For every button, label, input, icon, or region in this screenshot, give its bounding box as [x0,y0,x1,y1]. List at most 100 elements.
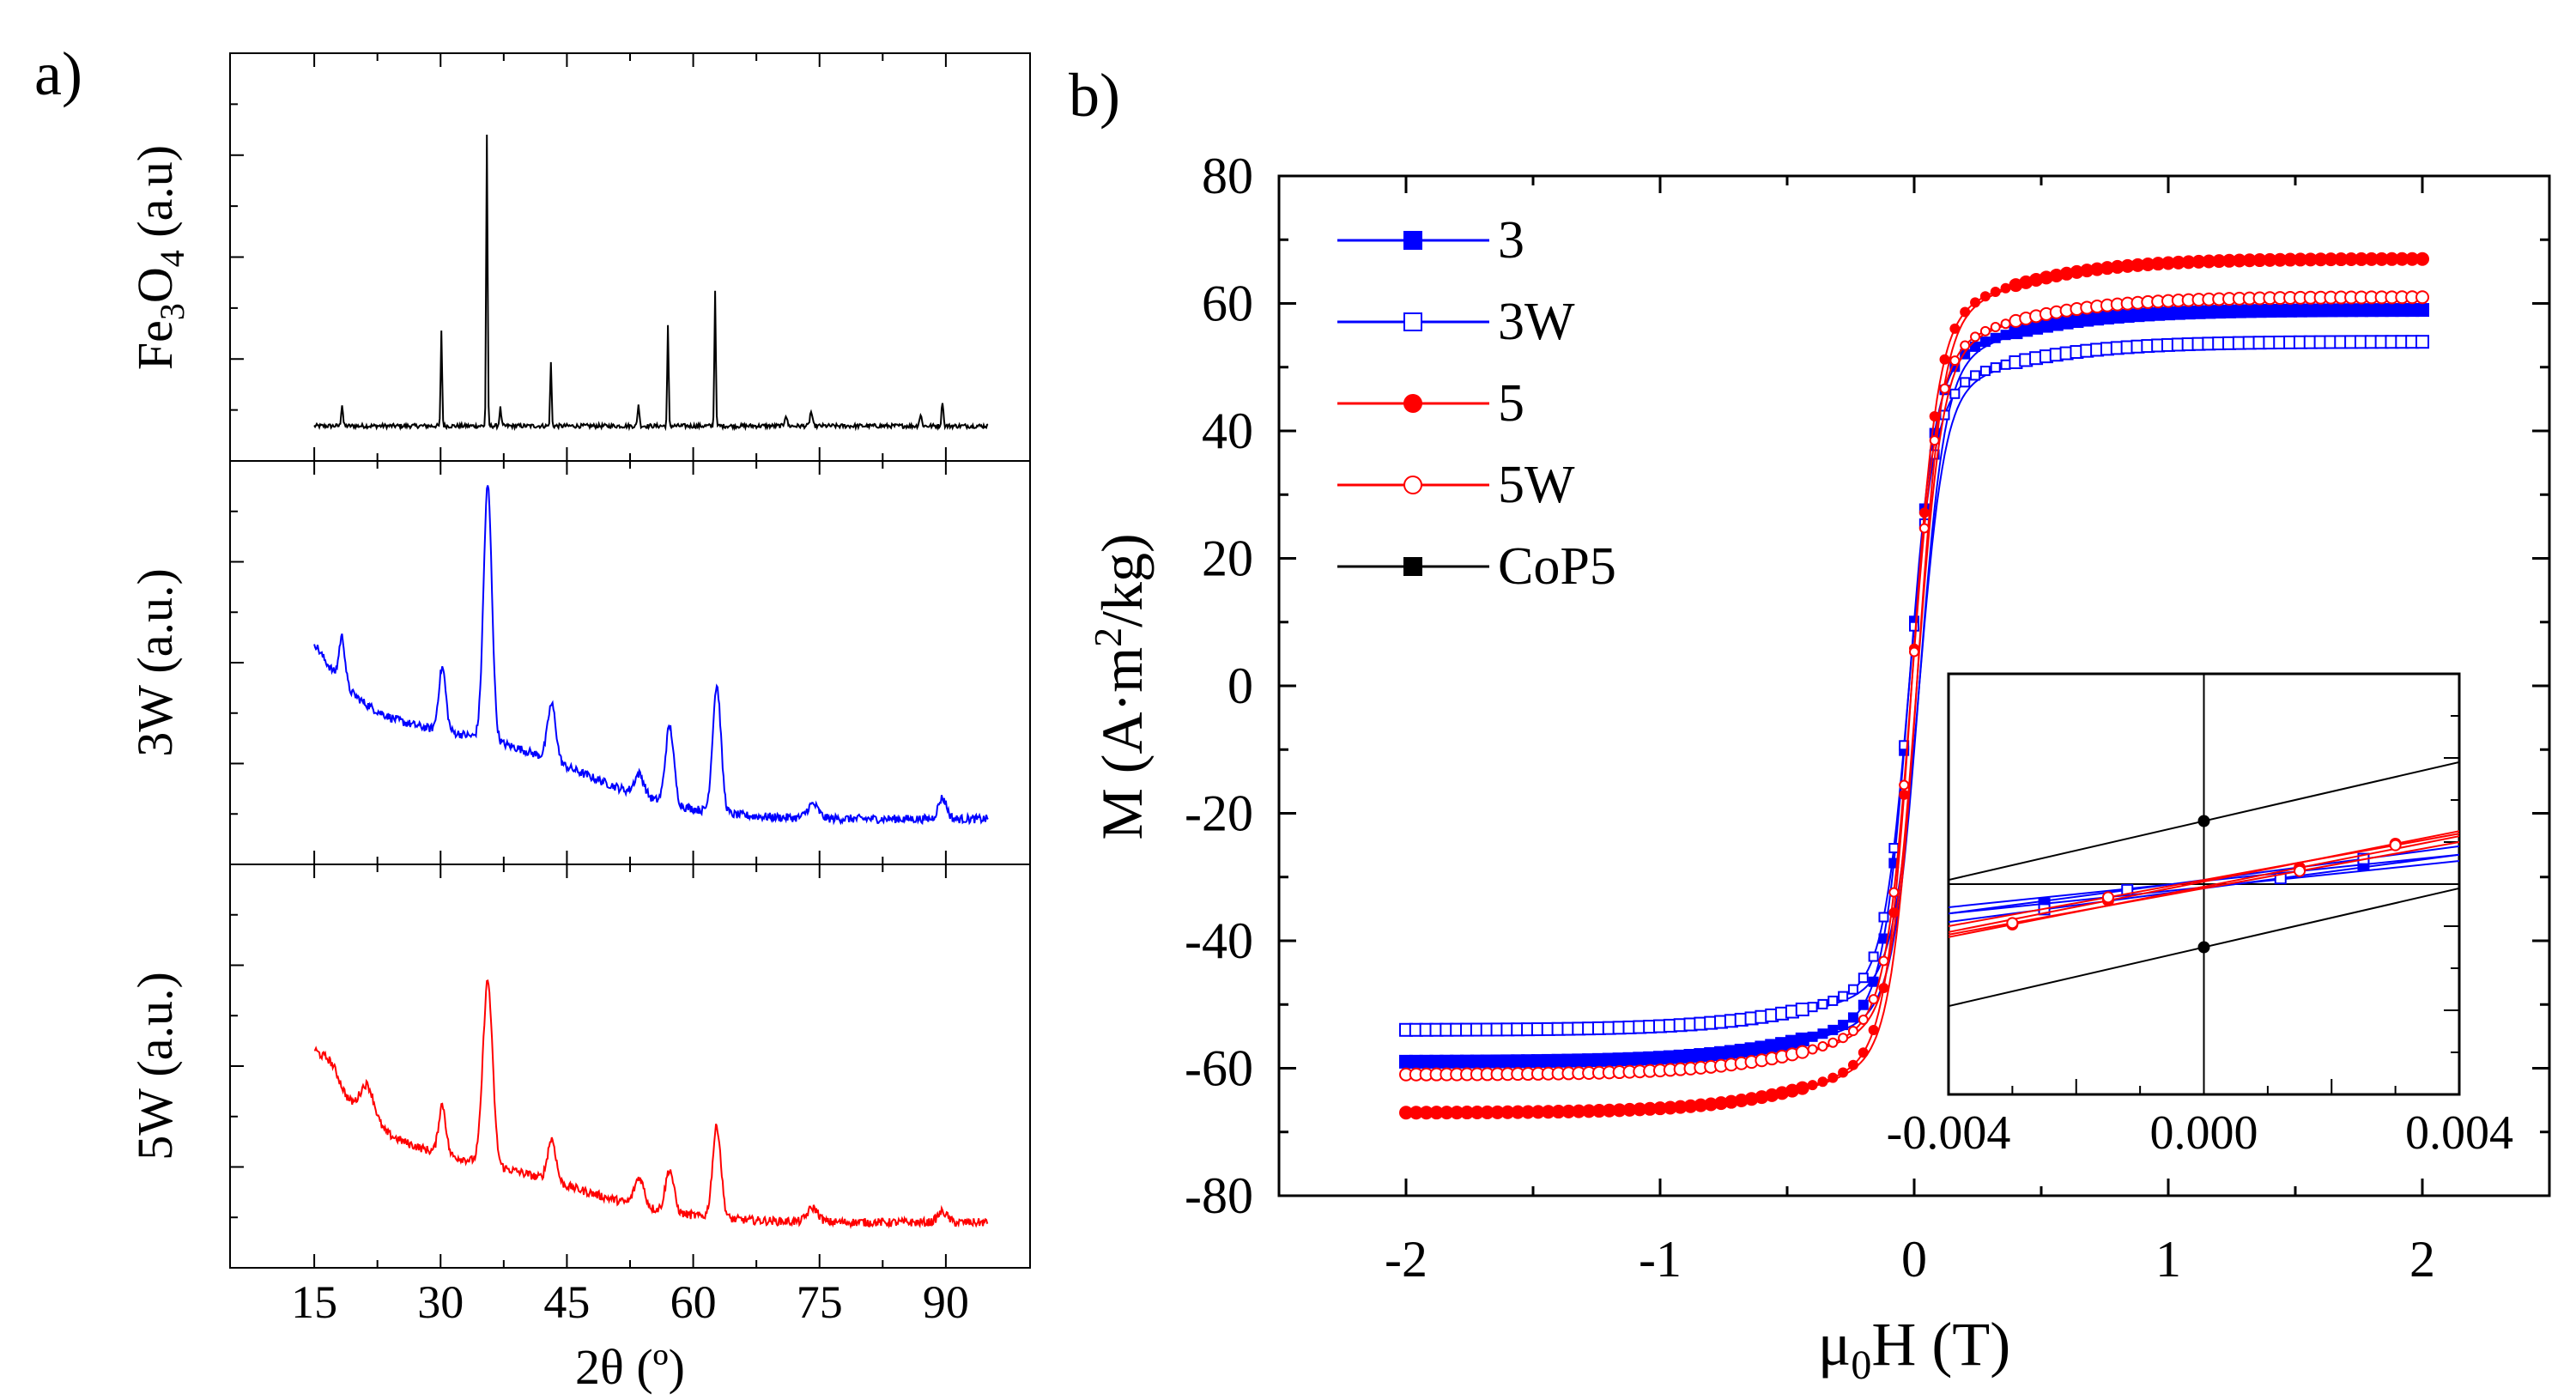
mh-point-5w [1817,1040,1828,1052]
mh-x-tick-label: 0 [1901,1231,1927,1288]
xrd-curve-3w [313,485,989,826]
mh-point-3w [2000,359,2011,370]
mh-point-3 [1990,332,2001,343]
xrd-xlabel: 2θ (º) [575,1339,685,1395]
panel-a-label: a) [34,39,82,108]
mh-y-tick-label: -80 [1185,1167,1253,1224]
inset-x-tick-label: -0.004 [1887,1106,2011,1160]
mh-point-5w [2000,318,2011,330]
mh-point-3w [1960,377,1971,388]
mh-point-5w [1795,1045,1809,1059]
inset-x-tick-label: 0.004 [2405,1106,2513,1160]
mh-point-3w [1868,951,1879,962]
legend-marker-cop5 [1403,557,1422,576]
mh-x-tick-label: 1 [2155,1231,2181,1288]
mh-point-5w [1909,646,1919,658]
mh-point-5w [1929,435,1940,446]
mh-y-tick-label: -40 [1185,912,1253,969]
legend-marker-3w [1403,312,1422,331]
mh-y-tick-label: -20 [1185,785,1253,842]
mh-point-5 [2000,282,2011,294]
mh-point-3 [1838,1020,1849,1031]
mh-point-5w [1847,1026,1858,1037]
mh-point-5 [1817,1076,1828,1088]
mh-point-3 [1858,999,1869,1010]
mh-point-3 [1817,1028,1828,1039]
mh-point-3 [2000,330,2011,341]
mh-point-5w [1979,325,1991,336]
mh-point-5 [1949,323,1961,334]
mh-point-5w [1807,1044,1818,1055]
mh-point-5 [1990,286,2001,297]
mh-point-3w [1847,984,1858,995]
mh-point-5 [1827,1072,1839,1083]
legend-label-cop5: CoP5 [1498,537,1616,596]
mh-x-tick-label: 2 [2409,1231,2435,1288]
mh-y-tick-label: -60 [1185,1040,1253,1097]
xrd-frame-fe3o4 [229,52,1031,462]
inset-point-5w [2389,839,2402,852]
mh-xlabel: μ0H (T) [1818,1310,2011,1388]
xrd-x-tick-label: 90 [923,1276,969,1328]
mh-point-3 [1847,1012,1858,1023]
mh-point-5w [1868,994,1879,1005]
inset-point-5w [2101,891,2114,904]
mh-point-3w [1795,1003,1809,1017]
mh-y-tick-label: 0 [1227,658,1253,714]
mh-point-5 [1970,297,1981,308]
inset-point-cop5 [2197,815,2210,827]
mh-point-3w [1909,621,1919,632]
xrd-curve-5w [313,979,989,1230]
mh-point-3 [1970,341,1981,352]
inset-point-5w [2294,864,2306,877]
mh-legend: 3 3W 5 5W CoP5 [1337,211,1616,596]
mh-point-5 [1960,306,1971,318]
panel-b-label: b) [1069,61,1120,130]
mh-point-5 [1847,1059,1858,1070]
mh-point-5w [1899,779,1910,791]
inset-point-5w [2006,917,2019,930]
mh-point-3 [1979,336,1991,348]
mh-point-3w [1807,1002,1818,1013]
mh-point-5w [1858,1014,1869,1025]
xrd-ylabel-5w: 5W (a.u.) [127,972,183,1161]
mh-point-3w [1979,366,1991,377]
mh-point-5 [1979,291,1991,302]
mh-point-5 [1939,354,1950,365]
mh-point-3w [2415,335,2429,349]
mh-point-5 [1838,1067,1849,1078]
legend-label-3w: 3W [1498,293,1575,351]
mh-point-5w [1918,523,1930,534]
legend-marker-5 [1403,394,1422,413]
mh-point-5w [1939,383,1950,394]
mh-point-5 [1858,1047,1869,1058]
mh-point-5 [1868,1025,1879,1036]
mh-point-3w [1858,973,1869,984]
inset-x-tick-label: 0.000 [2150,1106,2258,1160]
mh-y-tick-label: 60 [1202,276,1253,332]
mh-y-tick-label: 80 [1202,148,1253,204]
mh-point-5w [1960,340,1971,351]
mh-point-3w [1878,912,1889,923]
mh-x-tick-label: -2 [1385,1231,1427,1288]
mh-point-3 [1807,1031,1818,1042]
mh-ylabel: M (A·m2/kg) [1086,533,1155,839]
xrd-curve-fe3o4 [313,134,989,432]
xrd-frame-5w [229,864,1031,1269]
mh-point-5w [1878,955,1889,967]
xrd-x-tick-label: 30 [417,1276,464,1328]
mh-point-3w [1838,991,1849,1002]
legend-label-3: 3 [1498,211,1524,270]
mh-point-5w [1838,1033,1849,1044]
legend-label-5: 5 [1498,374,1524,433]
mh-point-5 [1795,1081,1809,1095]
xrd-x-tick-label: 15 [291,1276,337,1328]
mh-point-5w [1888,887,1900,898]
mh-point-5w [1827,1037,1839,1048]
mh-point-5 [1918,507,1930,518]
mh-point-3w [1827,995,1839,1006]
mh-point-5w [1970,331,1981,342]
panel-a-xrd: Fe3O4 (a.u) 3W (a.u.) 5W (a.u.) 15 30 45 60… [127,52,1031,1395]
